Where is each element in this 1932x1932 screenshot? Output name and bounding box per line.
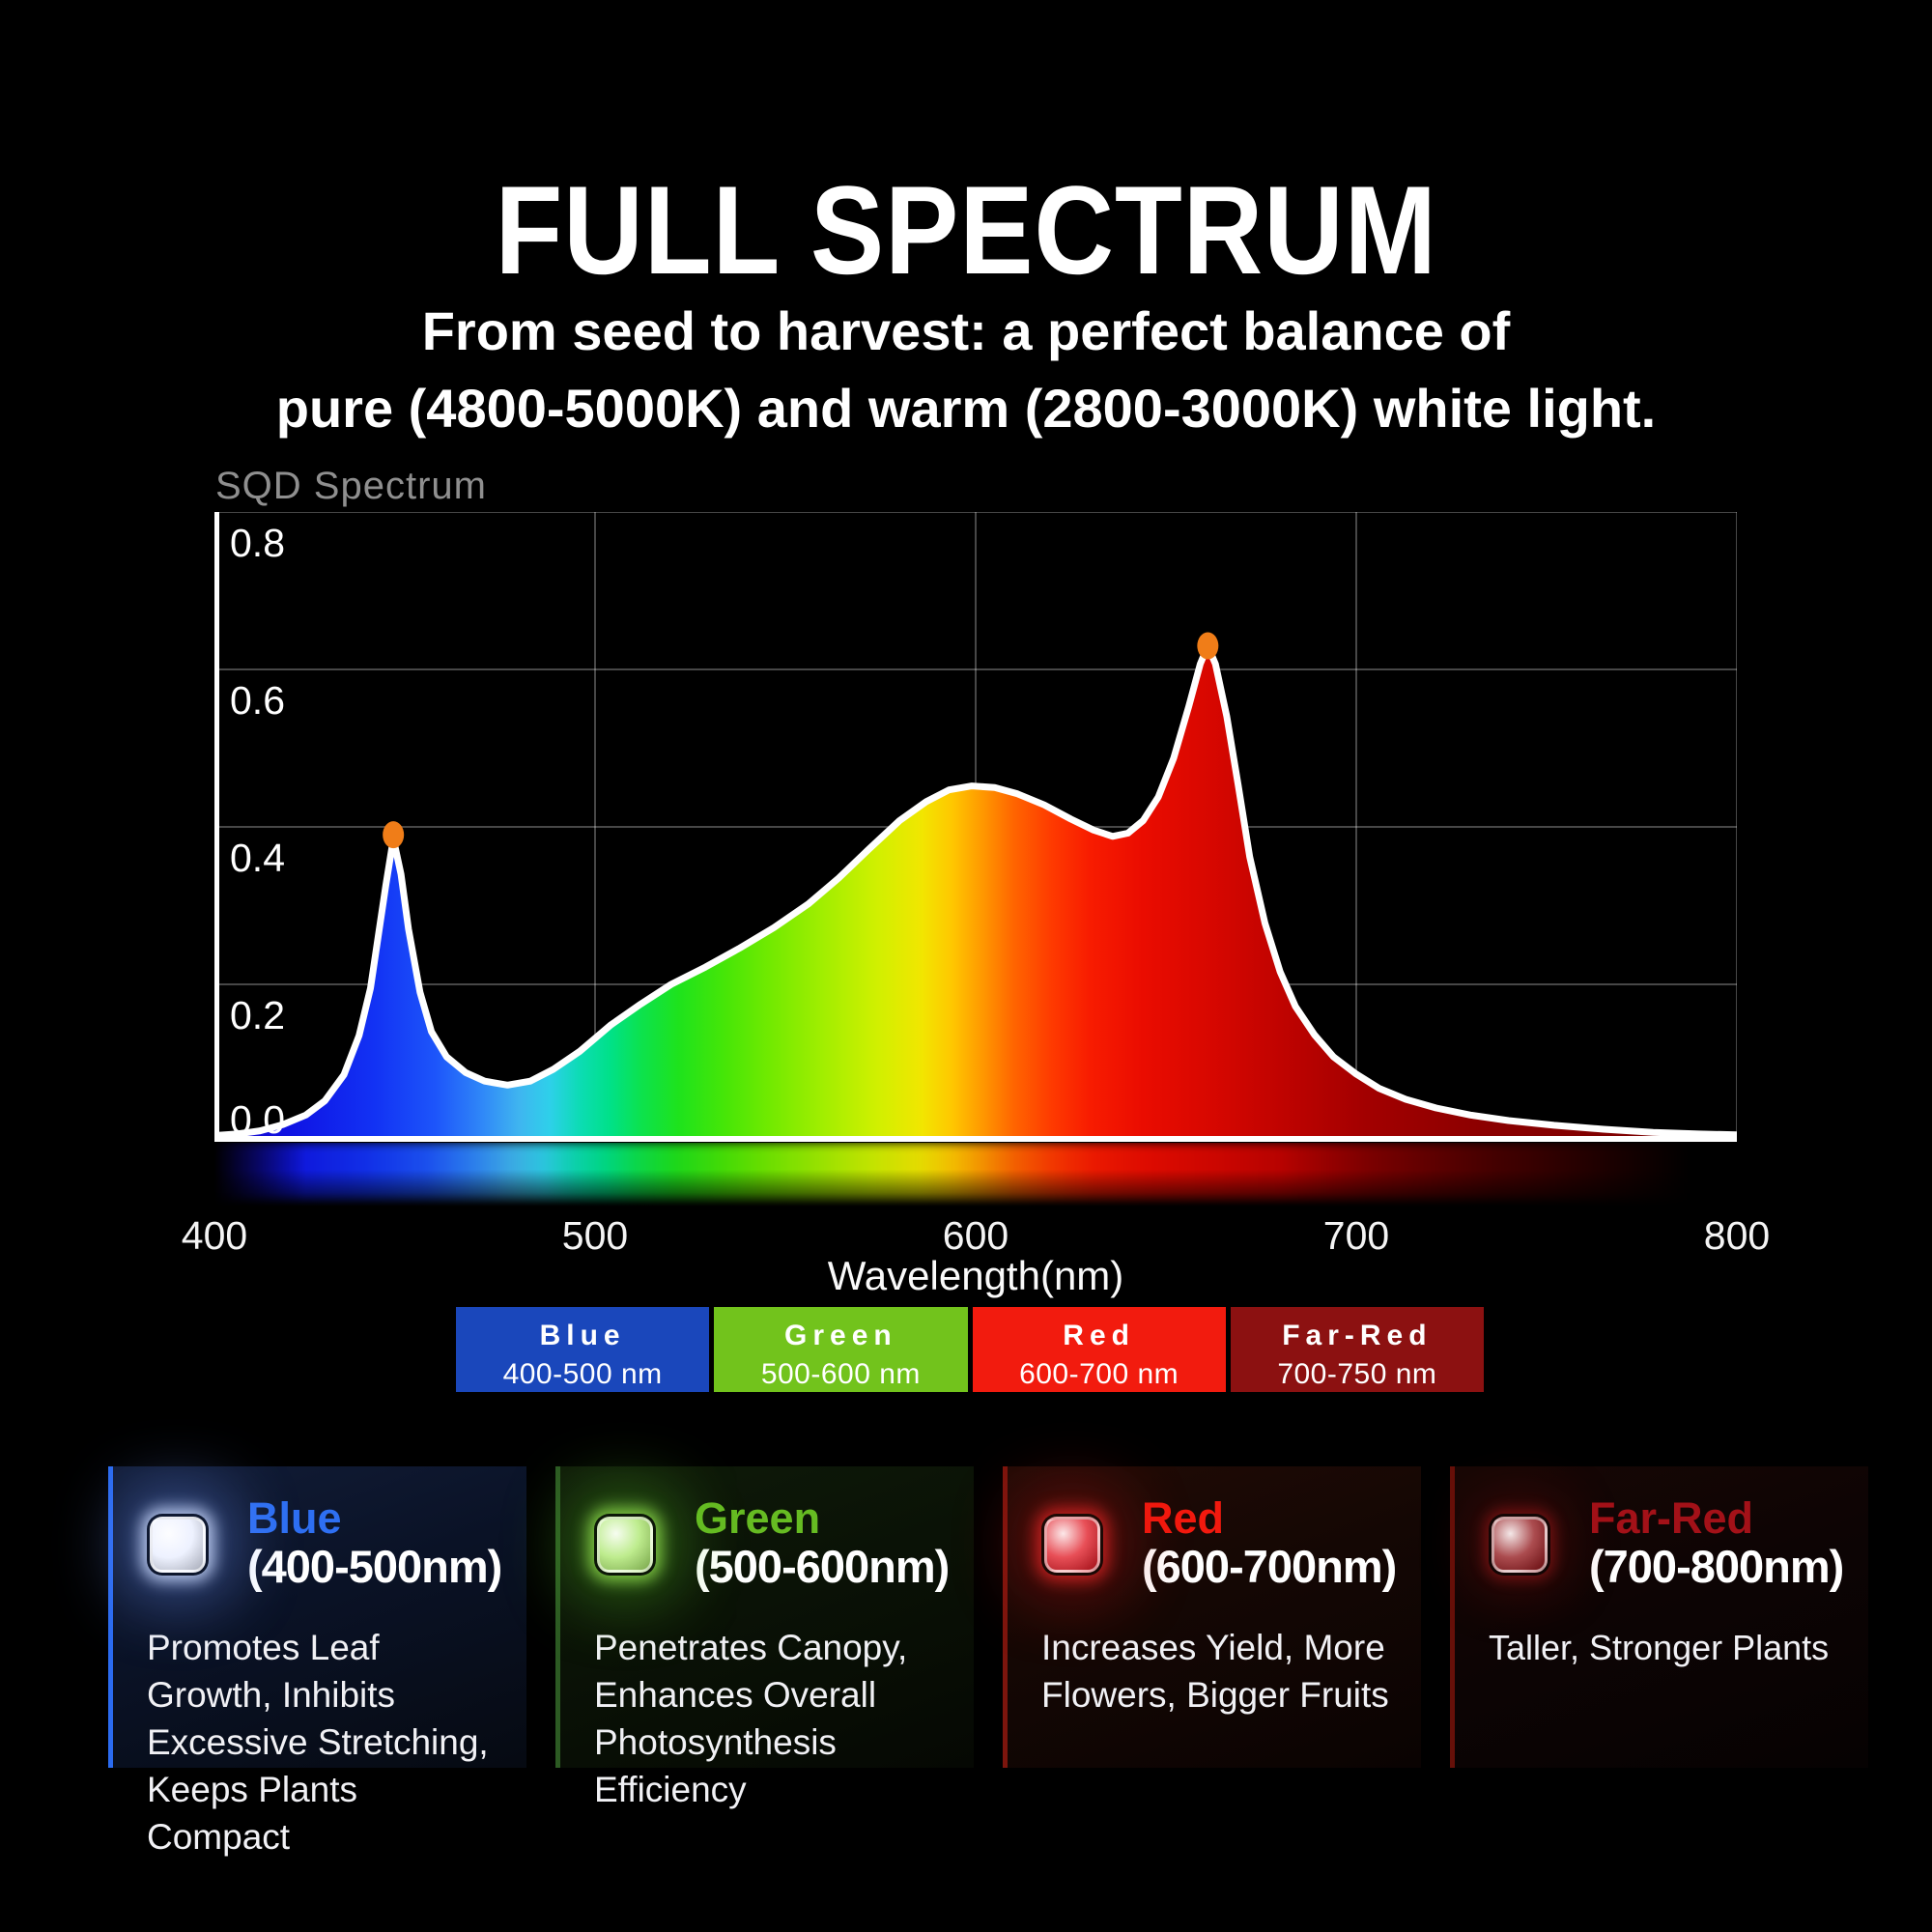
- red-led-icon: [1041, 1514, 1103, 1576]
- page-title: FULL SPECTRUM: [495, 159, 1437, 301]
- spectrum-reflection-strip: [214, 1143, 1737, 1207]
- card-accent-line: [1003, 1466, 1008, 1768]
- benefit-cards: Blue (400-500nm) Promotes Leaf Growth, I…: [108, 1466, 1870, 1857]
- y-tick-label: 0.2: [230, 993, 285, 1037]
- card-name: Red: [1142, 1493, 1225, 1543]
- x-tick-label: 500: [561, 1213, 629, 1258]
- x-tick-label: 400: [181, 1213, 248, 1258]
- spectrum-plot-area: 0.8 0.6 0.4 0.2 0.0: [214, 512, 1737, 1142]
- legend-label: Blue: [539, 1320, 626, 1351]
- spectrum-chart: 0.8 0.6 0.4 0.2 0.0: [214, 512, 1737, 1142]
- legend-red: Red 600-700 nm: [972, 1307, 1226, 1392]
- y-tick-label: 0.8: [230, 521, 285, 565]
- card-blue: Blue (400-500nm) Promotes Leaf Growth, I…: [108, 1466, 526, 1857]
- legend-range: 500-600 nm: [760, 1358, 921, 1390]
- card-green: Green (500-600nm) Penetrates Canopy, Enh…: [555, 1466, 974, 1809]
- card-header: Red (600-700nm): [1041, 1495, 1400, 1593]
- legend-label: Red: [1063, 1320, 1135, 1351]
- y-tick-label: 0.6: [230, 678, 285, 723]
- peak-marker-dot: [383, 821, 405, 849]
- peak-marker-dot: [1197, 632, 1219, 660]
- legend-range: 400-500 nm: [502, 1358, 663, 1390]
- card-range: (400-500nm): [247, 1541, 502, 1593]
- spectrum-area: [214, 645, 1737, 1139]
- green-led-icon: [594, 1514, 656, 1576]
- card-description: Promotes Leaf Growth, Inhibits Excessive…: [147, 1628, 489, 1857]
- x-tick-label: 700: [1322, 1213, 1390, 1258]
- card-accent-line: [108, 1466, 113, 1768]
- legend-label: Far-Red: [1282, 1320, 1433, 1351]
- card-range: (600-700nm): [1142, 1541, 1397, 1593]
- card-range: (500-600nm): [695, 1541, 950, 1593]
- card-name: Green: [695, 1493, 821, 1543]
- spectrum-curve: [214, 642, 1737, 1139]
- card-header: Green (500-600nm): [594, 1495, 952, 1593]
- subtitle: From seed to harvest: a perfect balance …: [275, 300, 1657, 439]
- card-accent-line: [555, 1466, 560, 1768]
- chart-title: SQD Spectrum: [215, 465, 487, 507]
- legend-label: Green: [784, 1320, 897, 1351]
- x-tick-label: 800: [1703, 1213, 1771, 1258]
- card-far-red: Far-Red (700-800nm) Taller, Stronger Pla…: [1450, 1466, 1868, 1768]
- card-description: Penetrates Canopy, Enhances Overall Phot…: [594, 1628, 908, 1809]
- card-header: Blue (400-500nm): [147, 1495, 505, 1593]
- strip-fade: [214, 1143, 1737, 1207]
- far-red-led-icon: [1489, 1514, 1550, 1576]
- x-axis-label: Wavelength(nm): [827, 1253, 1124, 1298]
- wavelength-legend-bar: Blue 400-500 nm Green 500-600 nm Red 600…: [456, 1307, 1484, 1392]
- legend-green: Green 500-600 nm: [714, 1307, 968, 1392]
- y-tick-label: 0.4: [230, 836, 285, 880]
- card-description: Increases Yield, More Flowers, Bigger Fr…: [1041, 1628, 1389, 1716]
- card-header: Far-Red (700-800nm): [1489, 1495, 1847, 1593]
- blue-led-icon: [147, 1514, 209, 1576]
- legend-far-red: Far-Red 700-750 nm: [1230, 1307, 1484, 1392]
- card-name: Far-Red: [1589, 1493, 1754, 1543]
- card-description: Taller, Stronger Plants: [1489, 1628, 1830, 1668]
- x-tick-label: 600: [942, 1213, 1009, 1258]
- y-axis-line: [214, 512, 219, 1142]
- legend-range: 600-700 nm: [1019, 1358, 1179, 1390]
- card-red: Red (600-700nm) Increases Yield, More Fl…: [1003, 1466, 1421, 1768]
- card-name: Blue: [247, 1493, 342, 1543]
- legend-range: 700-750 nm: [1277, 1358, 1437, 1390]
- card-range: (700-800nm): [1589, 1541, 1844, 1593]
- y-tick-label: 0.0: [230, 1097, 285, 1142]
- card-accent-line: [1450, 1466, 1455, 1768]
- x-axis-line: [214, 1136, 1737, 1142]
- legend-blue: Blue 400-500 nm: [456, 1307, 710, 1392]
